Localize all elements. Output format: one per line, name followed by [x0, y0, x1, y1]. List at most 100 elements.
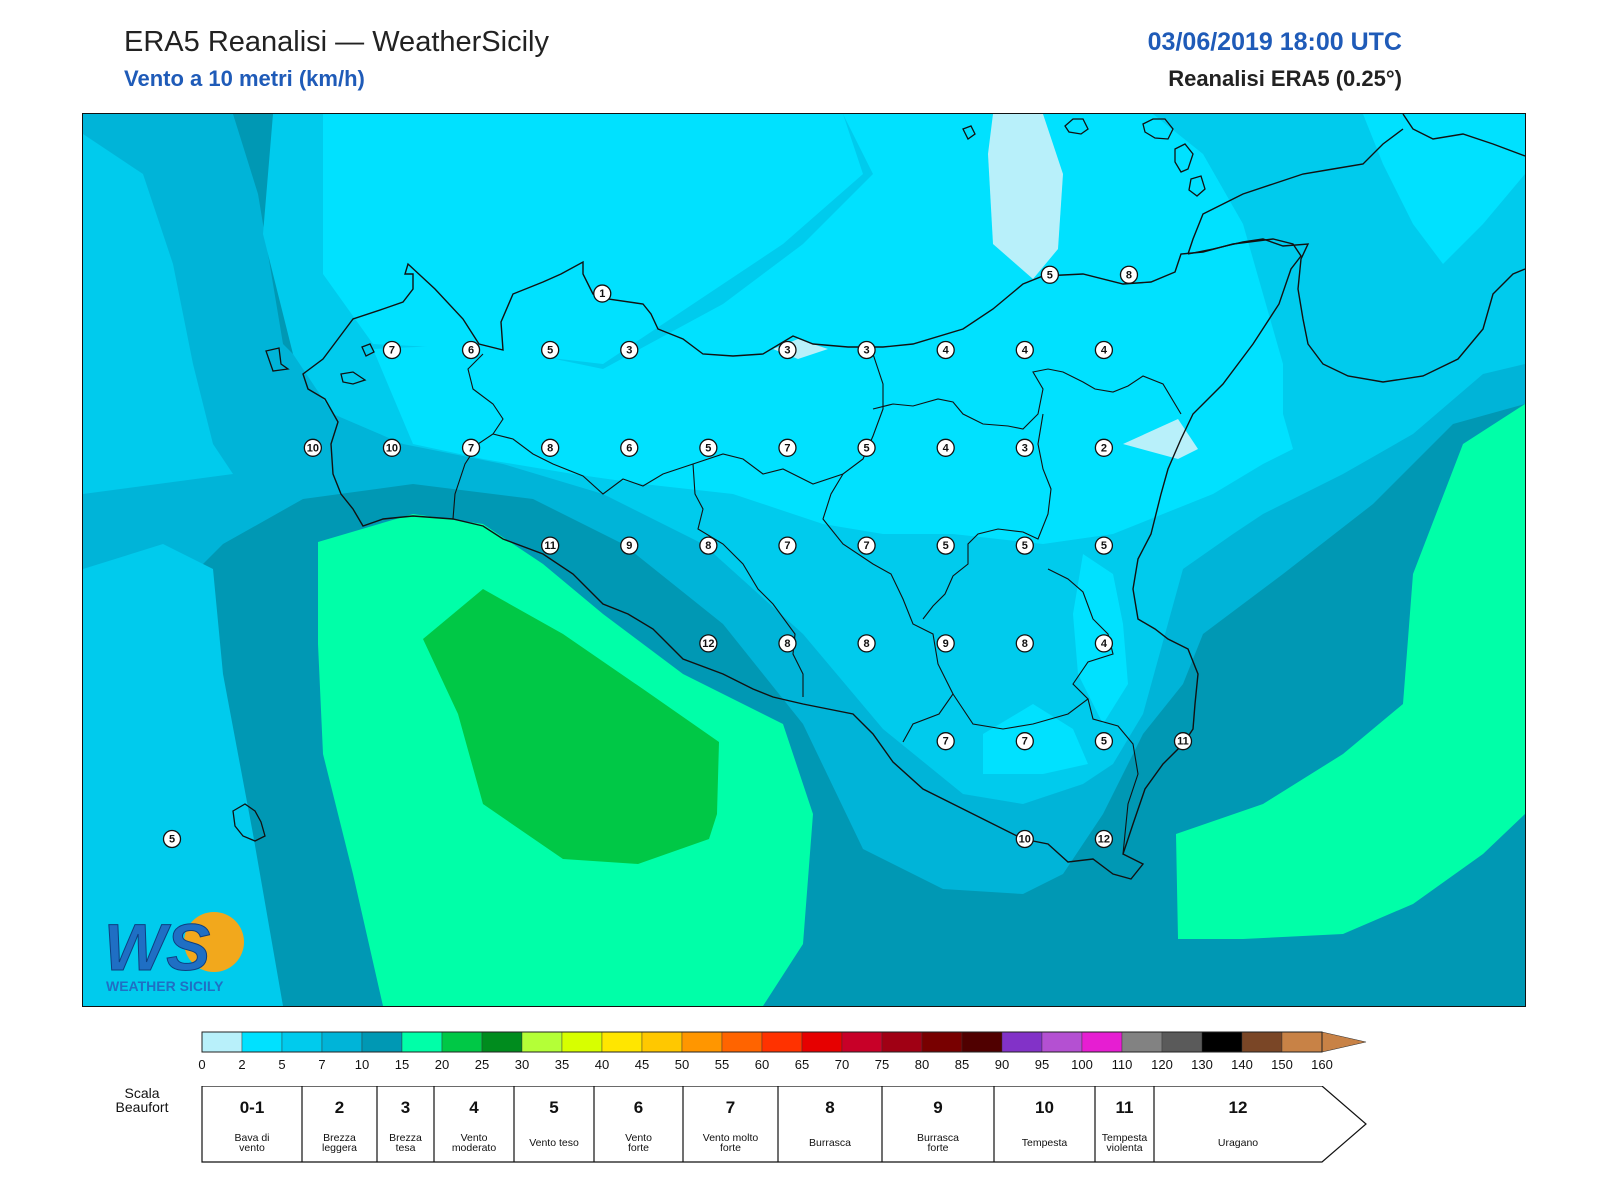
aeolian-island	[1142, 118, 1174, 140]
egadi-island	[340, 371, 367, 385]
station-wind-value: 5	[1022, 540, 1028, 552]
station-wind-value: 4	[1022, 345, 1029, 357]
wind-band-0-2	[988, 114, 1063, 279]
station-marker: 3	[778, 340, 797, 360]
aeolian-island	[962, 125, 976, 140]
station-marker: 8	[699, 536, 718, 555]
colorbar-tick-label: 25	[475, 1057, 489, 1072]
beaufort-title: Beaufort	[116, 1099, 169, 1115]
station-marker-circle	[1015, 829, 1034, 849]
station-marker: 3	[1015, 438, 1034, 457]
station-wind-value: 8	[864, 638, 870, 650]
station-marker-circle	[1040, 265, 1060, 284]
station-wind-value: 8	[547, 442, 553, 454]
beaufort-class-number: 9	[933, 1098, 942, 1117]
colorbar-svg: 0 2 5 7 10 15 20 25 30 35 40 45 50 55 60 65 70 75 80 85 90 95…	[198, 1031, 1367, 1072]
station-wind-value: 2	[1101, 442, 1107, 454]
colorbar-tick-label: 110	[1112, 1057, 1133, 1072]
station-marker-circle	[303, 438, 322, 457]
station-marker-circle	[1094, 438, 1114, 457]
model-label: Reanalisi ERA5 (0.25°)	[1168, 66, 1402, 91]
station-marker: 1	[593, 284, 612, 303]
station-marker: 8	[1119, 265, 1139, 284]
station-marker: 10	[382, 438, 402, 457]
colorbar-tick-label: 65	[795, 1057, 809, 1072]
station-marker-circle	[1015, 536, 1034, 555]
calabria-coastline	[1187, 128, 1404, 255]
beaufort-class-number: 0-1	[240, 1098, 265, 1117]
beaufort-class-description: Burrasca	[917, 1132, 959, 1144]
egadi-island	[361, 343, 375, 357]
beaufort-class-description: Vento molto	[703, 1132, 759, 1144]
station-marker-circle	[1173, 732, 1193, 751]
station-marker: 11	[1173, 732, 1193, 751]
station-marker: 5	[1094, 732, 1114, 751]
station-wind-value: 7	[784, 442, 790, 454]
colorbar-tick-label: 10	[355, 1057, 369, 1072]
beaufort-class-number: 4	[469, 1098, 479, 1117]
colorbar-tick-label: 85	[955, 1057, 969, 1072]
station-marker-circle	[541, 438, 560, 457]
station-wind-value: 5	[1101, 736, 1107, 748]
station-wind-value: 4	[1101, 345, 1108, 357]
province-boundary	[692, 463, 804, 697]
station-marker: 3	[620, 340, 639, 360]
wind-band-2-5	[983, 704, 1088, 774]
station-wind-value: 6	[468, 345, 474, 357]
egadi-island	[265, 347, 290, 372]
wind-band-5-7	[83, 134, 233, 494]
colorbar-tick-label: 60	[755, 1057, 769, 1072]
colorbar-tick-label: 7	[318, 1057, 325, 1072]
colorbar-tick-label: 2	[238, 1057, 245, 1072]
colorbar-tick-label: 130	[1191, 1057, 1213, 1072]
beaufort-class-description: leggera	[322, 1142, 357, 1154]
station-wind-value: 9	[943, 638, 949, 650]
station-wind-value: 11	[1177, 736, 1189, 748]
station-marker-circle	[857, 340, 876, 360]
beaufort-frame	[201, 1085, 1367, 1163]
colorbar-tick-label: 160	[1311, 1057, 1333, 1072]
station-wind-value: 3	[626, 345, 632, 357]
station-marker-circle	[857, 634, 876, 653]
beaufort-scale: Scala Beaufort 0-1 Bava di vento 2 Brezza legge…	[110, 1085, 1410, 1172]
beaufort-title: Scala	[124, 1086, 159, 1101]
colorbar-swatch	[401, 1031, 443, 1053]
pantelleria-island	[232, 803, 266, 842]
station-wind-value: 7	[389, 345, 395, 357]
colorbar-swatch	[1081, 1031, 1123, 1053]
station-marker: 4	[1015, 340, 1034, 360]
colorbar-tick-label: 55	[715, 1057, 729, 1072]
station-wind-value: 5	[1047, 269, 1053, 281]
station-marker-circle	[936, 634, 955, 653]
station-marker-circle	[541, 536, 560, 555]
station-marker-circle	[382, 438, 402, 457]
station-marker: 7	[461, 438, 481, 457]
station-wind-value: 5	[943, 540, 949, 552]
beaufort-class-description: vento	[239, 1142, 265, 1154]
station-wind-value: 11	[544, 540, 556, 552]
station-wind-value: 5	[1101, 540, 1107, 552]
colorbar-tick-label: 90	[995, 1057, 1009, 1072]
colorbar-tick-label: 140	[1231, 1057, 1253, 1072]
station-marker-circle	[620, 536, 639, 555]
station-marker-circle	[1119, 265, 1139, 284]
colorbar-tick-label: 150	[1271, 1057, 1293, 1072]
colorbar-swatch	[1241, 1031, 1283, 1053]
colorbar-tick-label: 20	[435, 1057, 449, 1072]
station-wind-value: 10	[386, 442, 398, 454]
station-wind-value: 4	[943, 345, 950, 357]
station-marker-circle	[778, 438, 797, 457]
station-marker: 6	[461, 340, 481, 360]
beaufort-class-number: 3	[401, 1098, 410, 1117]
beaufort-class-description: Vento teso	[529, 1137, 579, 1149]
wind-band-0-2	[1123, 419, 1198, 459]
valid-datetime: 03/06/2019 18:00 UTC	[1147, 28, 1402, 56]
wind-band-2-5	[323, 114, 863, 364]
province-boundary	[452, 353, 504, 520]
station-marker-circle	[1094, 340, 1114, 360]
province-boundary	[922, 413, 1052, 620]
beaufort-class-number: 5	[549, 1098, 558, 1117]
station-wind-value: 9	[626, 540, 632, 552]
station-marker-circle	[162, 829, 182, 849]
